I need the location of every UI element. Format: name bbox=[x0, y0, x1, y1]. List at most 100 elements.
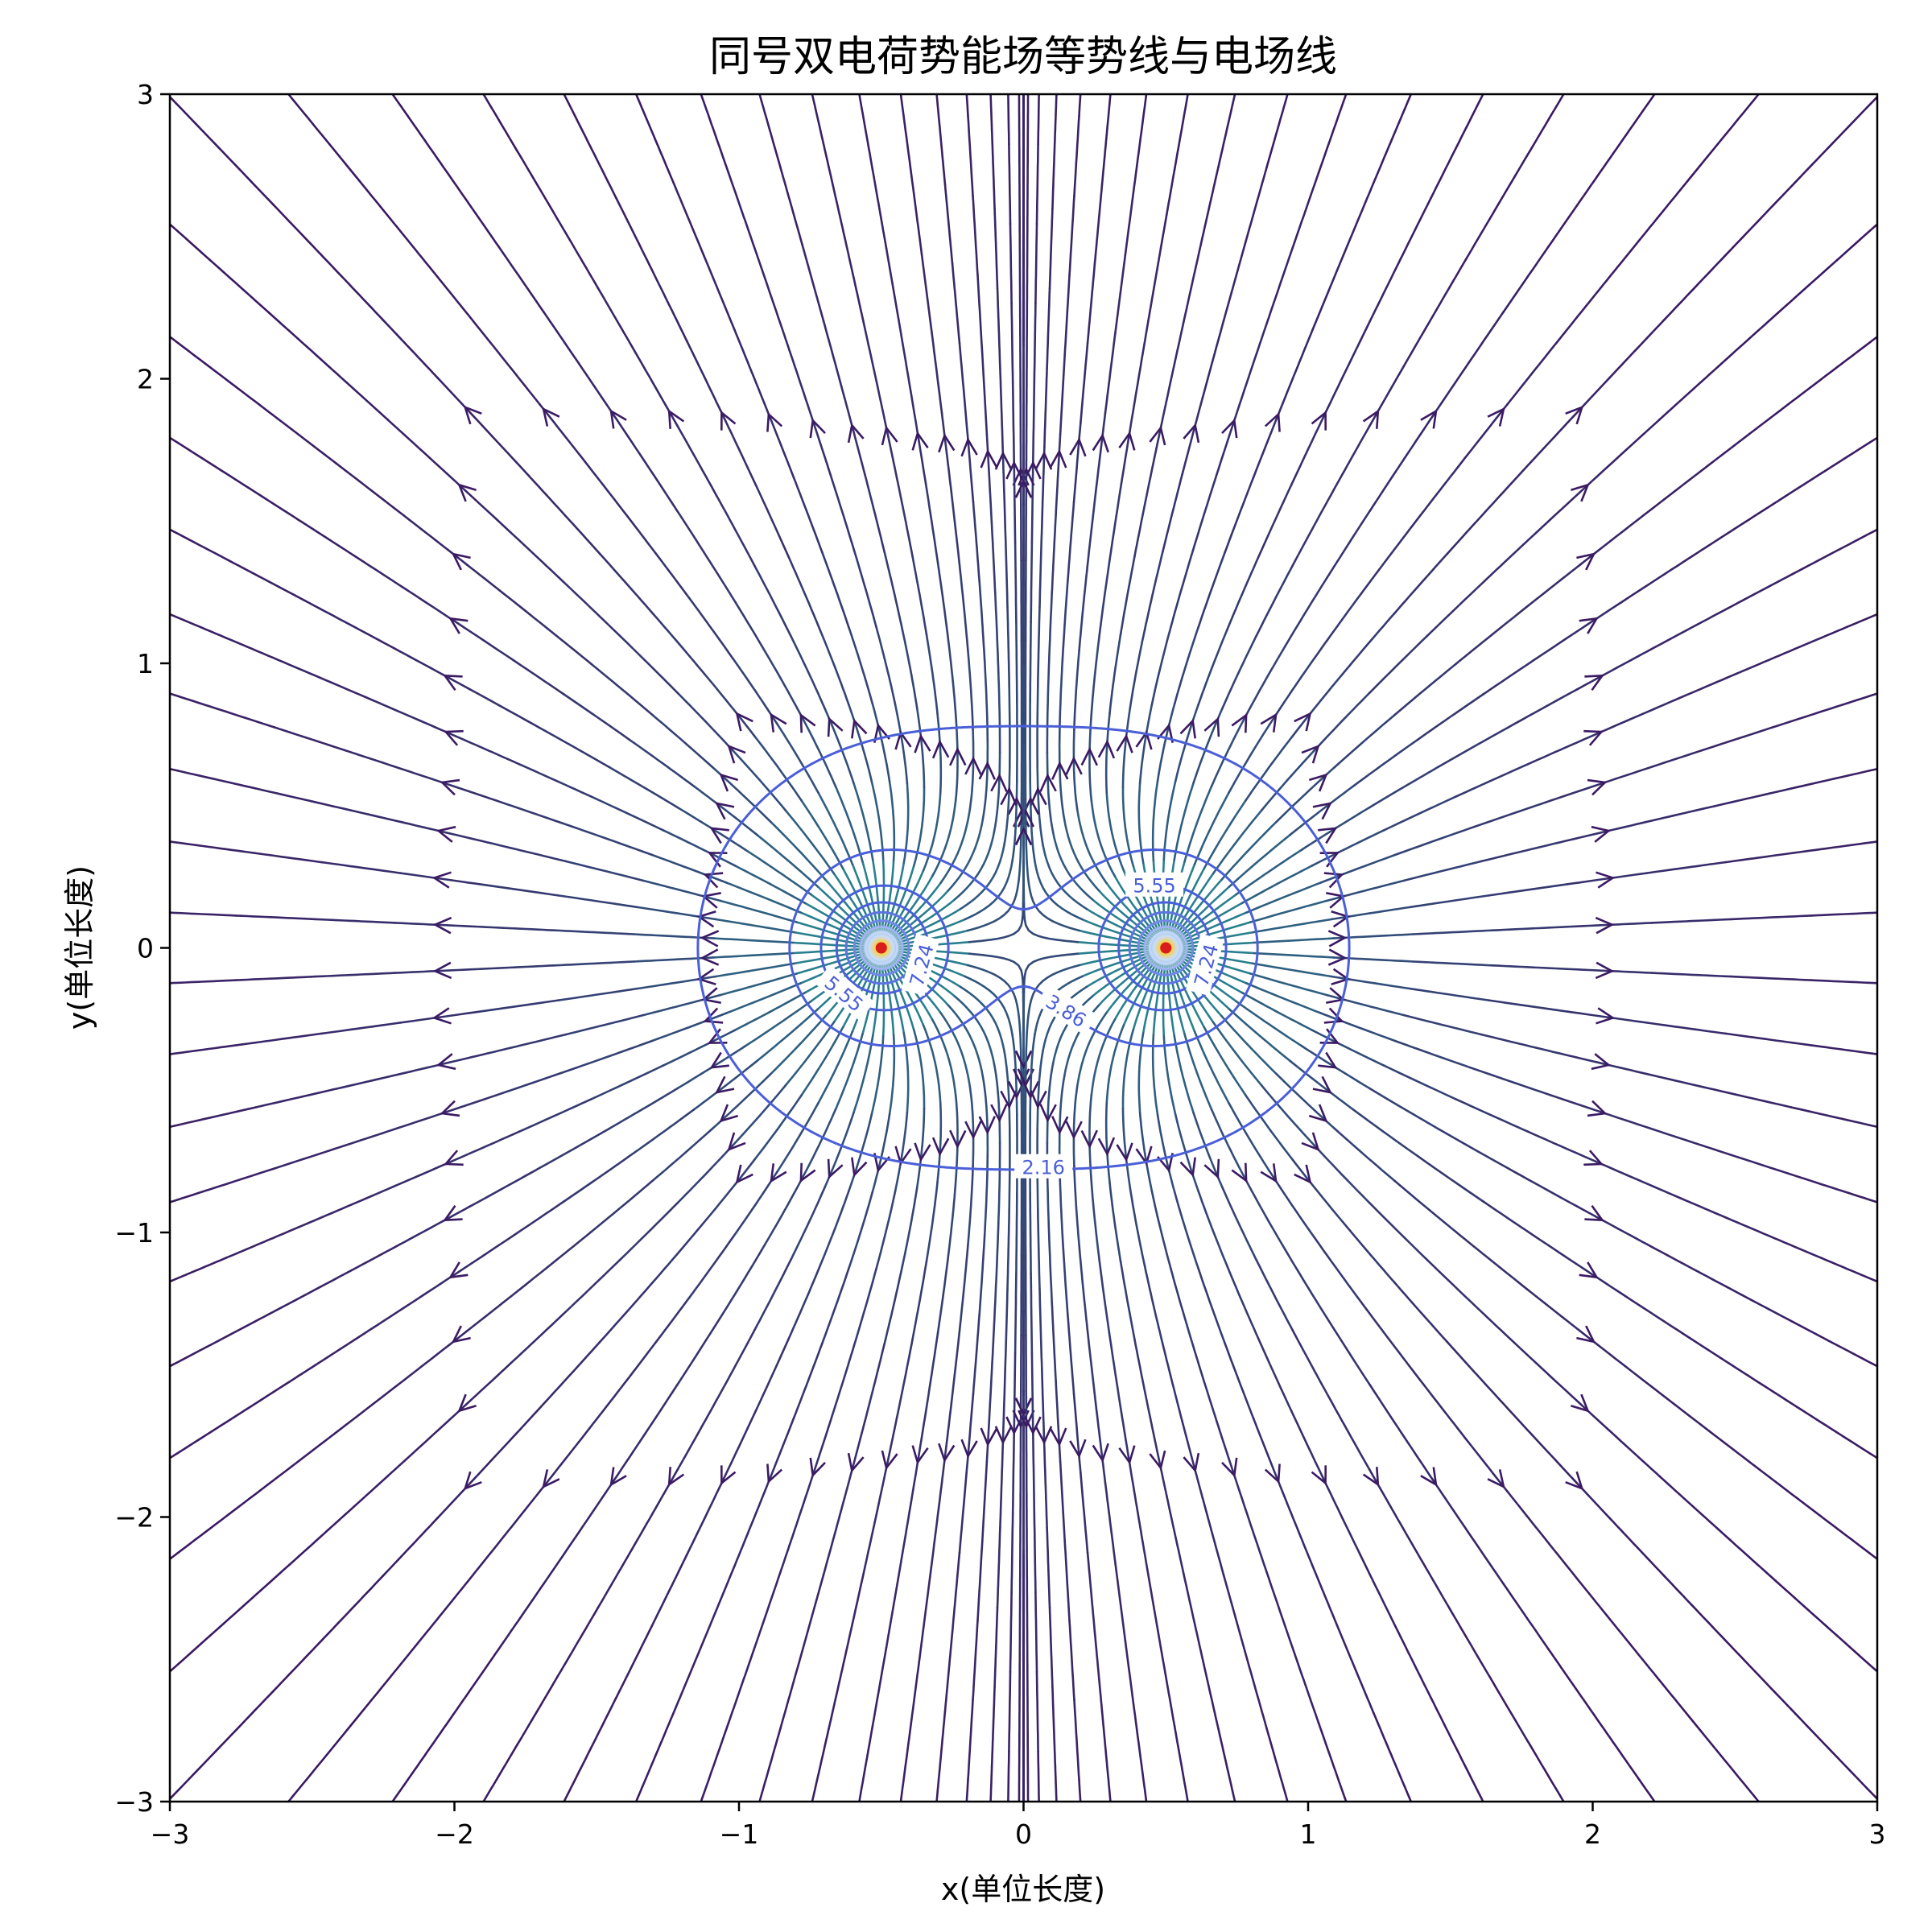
streamline-segment bbox=[1265, 1571, 1294, 1649]
streamline-arrow bbox=[960, 1439, 978, 1459]
streamline-segment bbox=[1847, 1191, 1877, 1203]
streamline-segment bbox=[1558, 823, 1637, 844]
streamline-segment bbox=[1831, 335, 1877, 372]
streamline-segment bbox=[452, 180, 500, 248]
streamline-segment bbox=[1482, 1312, 1543, 1370]
streamline-segment bbox=[553, 929, 635, 935]
streamline-segment bbox=[217, 1690, 275, 1750]
streamline-segment bbox=[1567, 1010, 1648, 1024]
streamline-segment bbox=[1311, 829, 1385, 867]
streamline-segment bbox=[703, 1565, 736, 1641]
streamline-segment bbox=[482, 94, 518, 152]
streamline-segment bbox=[834, 786, 864, 863]
streamline-segment bbox=[1480, 1033, 1560, 1055]
streamline-segment bbox=[1051, 513, 1057, 595]
streamline-segment bbox=[445, 1367, 506, 1424]
streamline-segment bbox=[1360, 529, 1410, 595]
streamline-segment bbox=[465, 564, 530, 615]
streamline-segment bbox=[1026, 241, 1029, 323]
streamline-arrow bbox=[1051, 1116, 1069, 1135]
streamline-arrow bbox=[1571, 483, 1590, 502]
streamline-segment bbox=[862, 1494, 881, 1575]
streamline-segment bbox=[634, 94, 644, 110]
equipotential-line bbox=[788, 848, 1259, 1047]
streamline-segment bbox=[1394, 196, 1432, 270]
streamline-segment bbox=[590, 1179, 654, 1233]
streamline-segment bbox=[1216, 398, 1243, 476]
streamline-segment bbox=[1119, 1260, 1136, 1341]
streamline-segment bbox=[1317, 96, 1347, 174]
streamline-segment bbox=[822, 320, 846, 399]
streamline-segment bbox=[733, 328, 766, 405]
streamline-segment bbox=[1815, 436, 1877, 477]
streamline-segment bbox=[978, 580, 986, 663]
streamline-segment bbox=[1547, 180, 1596, 248]
streamline-segment bbox=[966, 877, 1020, 932]
streamline-segment bbox=[1620, 750, 1699, 778]
streamline-segment bbox=[953, 831, 996, 901]
streamline-arrow bbox=[542, 407, 560, 427]
streamline-arrow bbox=[980, 448, 997, 469]
streamline-segment bbox=[756, 833, 819, 888]
streamline-segment bbox=[888, 1034, 896, 1116]
streamline-segment bbox=[1245, 644, 1287, 716]
streamline-segment bbox=[349, 750, 427, 778]
streamline-segment bbox=[1199, 165, 1220, 246]
streamline-arrow bbox=[440, 1100, 460, 1117]
streamline-segment bbox=[1061, 1233, 1069, 1315]
streamline-segment bbox=[1567, 872, 1648, 886]
streamline-segment bbox=[1114, 254, 1127, 335]
streamline-segment bbox=[1403, 94, 1413, 110]
streamline-arrow bbox=[1014, 1050, 1033, 1070]
streamline-segment bbox=[753, 1258, 792, 1331]
streamline-segment bbox=[557, 894, 638, 909]
streamline-segment bbox=[799, 1108, 837, 1182]
streamline-segment bbox=[1705, 1427, 1771, 1479]
streamline-segment bbox=[516, 150, 559, 221]
streamline-arrow bbox=[1591, 825, 1612, 843]
streamline-segment bbox=[402, 1330, 469, 1381]
streamline-arrow bbox=[1051, 761, 1069, 780]
streamline-arrow bbox=[443, 1150, 464, 1166]
streamline-segment bbox=[491, 435, 547, 497]
streamline-segment bbox=[787, 555, 822, 632]
streamline-segment bbox=[170, 613, 227, 639]
streamline-arrow bbox=[1565, 1471, 1584, 1491]
streamline-segment bbox=[170, 1191, 200, 1203]
streamline-segment bbox=[685, 340, 723, 414]
streamline-segment bbox=[922, 791, 942, 872]
streamline-arrow bbox=[735, 1164, 753, 1184]
streamline-segment bbox=[1447, 1606, 1491, 1678]
streamline-segment bbox=[1085, 490, 1097, 572]
streamline-segment bbox=[1771, 701, 1850, 729]
streamline-segment bbox=[1003, 1049, 1011, 1131]
streamline-segment bbox=[1857, 528, 1877, 541]
streamline-arrow bbox=[1318, 827, 1338, 844]
streamline-segment bbox=[1133, 477, 1152, 558]
streamline-segment bbox=[469, 688, 541, 729]
streamline-segment bbox=[829, 473, 856, 552]
streamline-segment bbox=[1078, 94, 1082, 118]
streamline-segment bbox=[1482, 1200, 1550, 1247]
streamline-segment bbox=[1159, 168, 1176, 250]
streamline-segment bbox=[1078, 1778, 1082, 1802]
streamline-segment bbox=[1120, 404, 1136, 485]
streamline-segment bbox=[989, 1765, 993, 1802]
streamline-segment bbox=[327, 1575, 385, 1635]
streamline-segment bbox=[1088, 1094, 1093, 1176]
streamline-segment bbox=[1108, 1331, 1123, 1414]
streamline-arrow bbox=[931, 1137, 950, 1157]
streamline-segment bbox=[1067, 501, 1075, 583]
streamline-segment bbox=[1827, 95, 1877, 149]
streamline-arrow bbox=[1030, 1090, 1047, 1109]
streamline-arrow bbox=[1311, 410, 1327, 431]
streamline-segment bbox=[1803, 1043, 1877, 1055]
streamline-segment bbox=[870, 779, 885, 861]
streamline-segment bbox=[1291, 171, 1320, 250]
streamline-segment bbox=[1620, 1117, 1699, 1146]
streamline-arrow bbox=[1183, 423, 1200, 444]
streamline-segment bbox=[1026, 1653, 1029, 1735]
streamline-segment bbox=[936, 561, 950, 643]
streamline-arrow bbox=[938, 433, 956, 453]
streamline-segment bbox=[487, 1033, 568, 1055]
